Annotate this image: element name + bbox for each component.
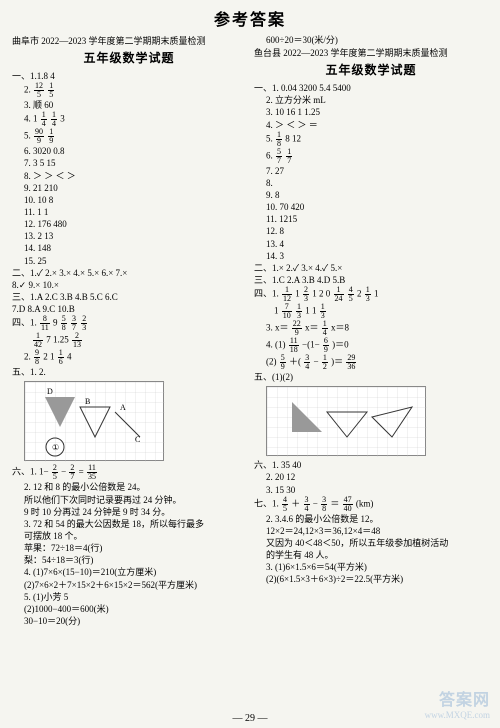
l-s1-6: 6. 3020 0.8: [12, 145, 246, 157]
l-s2b: 8.✓ 9.× 10.×: [12, 279, 246, 291]
l-s1-11: 11. 1 1: [12, 206, 246, 218]
right-column: 600÷20＝30(米/分) 鱼台县 2022—2023 学年度第二学期期末质量…: [250, 34, 492, 627]
l-s1-15: 15. 25: [12, 255, 246, 267]
l-s1-9: 9. 21 210: [12, 182, 246, 194]
r-s1-9: 9. 8: [254, 189, 488, 201]
l-s6-3d: 梨：54÷18＝3(行): [12, 554, 246, 566]
columns: 曲阜市 2022—2023 学年度第二学期期末质量检测 五年级数学试题 一、1.…: [0, 34, 500, 627]
l-s4-1b: 142 7 1.25 213: [12, 332, 246, 349]
right-header: 鱼台县 2022—2023 学年度第二学期期末质量检测: [254, 46, 488, 59]
l-s6-3: 3. 72 和 54 的最大公因数是 18，所以每行最多: [12, 518, 246, 530]
watermark: 答案网: [439, 686, 490, 710]
l-s3b: 7.D 8.A 9.C 10.B: [12, 303, 246, 315]
l-s6-2c: 9 时 10 分再过 24 分钟是 9 时 34 分。: [12, 506, 246, 518]
l-s1-5: 5. 909 19: [12, 128, 246, 145]
l-s2: 二、1.✓ 2.× 3.× 4.× 5.× 6.× 7.×: [12, 267, 246, 279]
svg-text:D: D: [47, 387, 53, 396]
right-subtitle: 五年级数学试题: [254, 61, 488, 78]
r-s7-3b: (2)(6×1.5×3＋6×3)÷2＝22.5(平方米): [254, 573, 488, 585]
r-s3: 三、1.C 2.A 3.B 4.D 5.B: [254, 274, 488, 286]
page-title: 参考答案: [0, 0, 500, 34]
page-footer: — 29 —: [0, 713, 500, 724]
l-s4-2: 2. 98 2 1 16 4: [12, 349, 246, 366]
r-s7-3: 3. (1)6×1.5×6＝54(平方米): [254, 561, 488, 573]
l-s1-1: 一、1.1.8 4: [12, 70, 246, 82]
r-s7-2d: 的学生有 48 人。: [254, 549, 488, 561]
r-s7-2: 2. 3.4.6 的最小公倍数是 12。: [254, 513, 488, 525]
r-s7-2c: 又因为 40＜48＜50，所以五年级参加植树活动: [254, 537, 488, 549]
l-s6-4: 4. (1)7×6×(15−10)＝210(立方厘米): [12, 566, 246, 578]
r-s1-2: 2. 立方分米 mL: [254, 94, 488, 106]
l-s1-10: 10. 10 8: [12, 194, 246, 206]
l-s4-1: 四、1. 811 9 58 37 23: [12, 315, 246, 332]
r-s1-12: 12. 8: [254, 225, 488, 237]
r-s1-7: 7. 27: [254, 165, 488, 177]
r-s1-5: 5. 18 8 12: [254, 131, 488, 148]
l-s1-12: 12. 176 480: [12, 218, 246, 230]
l-s1-7: 7. 3 5 15: [12, 157, 246, 169]
r-s1-6: 6. 57 17: [254, 148, 488, 165]
l-s6-5c: 30−10＝20(分): [12, 615, 246, 627]
r-s6: 六、1. 35 40: [254, 459, 488, 471]
left-header: 曲阜市 2022—2023 学年度第二学期期末质量检测: [12, 34, 246, 47]
svg-text:C: C: [135, 435, 140, 444]
l-s6-4b: (2)7×6×2＋7×15×2＋6×15×2＝562(平方厘米): [12, 579, 246, 591]
l-s6-5b: (2)1000−400＝600(米): [12, 603, 246, 615]
l-s1-2: 2. 125 15: [12, 82, 246, 99]
l-s5: 五、1. 2.: [12, 366, 246, 378]
l-s6-1: 六、1. 1− 25 − 27 = 1135: [12, 464, 246, 481]
svg-text:A: A: [120, 403, 126, 412]
r-s4-3: 3. x＝ 229 x＝ 14 x＝8: [254, 320, 488, 337]
right-figure: [266, 386, 426, 456]
l-s6-2b: 所以他们下次同时记录要再过 24 分钟。: [12, 494, 246, 506]
r-s1-8: 8.: [254, 177, 488, 189]
r-s4-1: 四、1. 112 1 23 1 2 0 124 45 2 13 1: [254, 286, 488, 303]
r-s7-1: 七、1. 45 ＋ 34 − 38 ＝ 4740 (km): [254, 496, 488, 513]
l-s6-5: 5. (1)小芳 5: [12, 591, 246, 603]
l-s1-3: 3. 顺 60: [12, 99, 246, 111]
r-s1-11: 11. 1215: [254, 213, 488, 225]
l-s1-8: 8. ＞ ＞ ＜ ＞: [12, 170, 246, 182]
r-s1-1: 一、1. 0.04 3200 5.4 5400: [254, 82, 488, 94]
r-s1-3: 3. 10 16 1 1.25: [254, 106, 488, 118]
r-s7-2b: 12×2＝24,12×3＝36,12×4＝48: [254, 525, 488, 537]
svg-text:B: B: [85, 397, 90, 406]
r-s4-5: (2) 59 ＋( 34 − 12 )＝ 2936: [254, 354, 488, 371]
r-cont: 600÷20＝30(米/分): [254, 34, 488, 46]
r-s4-4: 4. (1) 1118 −(1− 69 )＝0: [254, 337, 488, 354]
r-s1-4: 4. ＞ ＜ ＞ ＝: [254, 119, 488, 131]
r-s1-13: 13. 4: [254, 238, 488, 250]
r-s1-14: 14. 3: [254, 250, 488, 262]
r-s4-1b: 1 710 13 1 1 13: [254, 303, 488, 320]
l-s6-3b: 可摆放 18 个。: [12, 530, 246, 542]
r-s6-3: 3. 15 30: [254, 484, 488, 496]
left-figure: D B A ① C: [24, 381, 164, 461]
l-s1-13: 13. 2 13: [12, 230, 246, 242]
r-s6-2: 2. 20 12: [254, 471, 488, 483]
l-s3: 三、1.A 2.C 3.B 4.B 5.C 6.C: [12, 291, 246, 303]
left-subtitle: 五年级数学试题: [12, 49, 246, 66]
svg-text:①: ①: [52, 443, 59, 452]
l-s6-3c: 苹果：72÷18＝4(行): [12, 542, 246, 554]
r-s2: 二、1.× 2.✓ 3.× 4.✓ 5.×: [254, 262, 488, 274]
left-column: 曲阜市 2022—2023 学年度第二学期期末质量检测 五年级数学试题 一、1.…: [8, 34, 250, 627]
l-s6-2: 2. 12 和 8 的最小公倍数是 24。: [12, 481, 246, 493]
l-s1-14: 14. 148: [12, 242, 246, 254]
r-s5: 五、(1)(2): [254, 371, 488, 383]
l-s1-4: 4. 1 14 14 3: [12, 111, 246, 128]
r-s1-10: 10. 70 420: [254, 201, 488, 213]
